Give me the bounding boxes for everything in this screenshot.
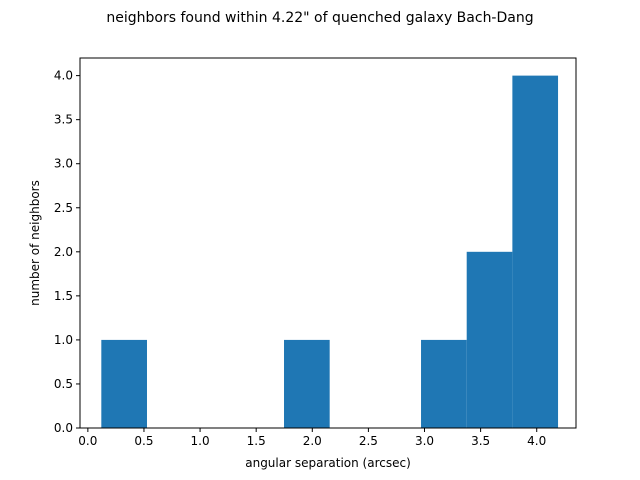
x-tick-label: 2.0 <box>303 434 322 448</box>
y-tick-label: 1.0 <box>54 333 73 347</box>
y-tick-label: 3.0 <box>54 157 73 171</box>
histogram-bar-4 <box>284 339 330 428</box>
chart-title: neighbors found within 4.22" of quenched… <box>106 10 533 26</box>
y-tick-label: 1.5 <box>54 289 73 303</box>
plot-frame <box>79 57 577 429</box>
bars-group <box>101 75 559 428</box>
histogram-bar-7 <box>421 339 467 428</box>
y-tick-label: 4.0 <box>54 69 73 83</box>
x-axis-label: angular separation (arcsec) <box>245 456 411 470</box>
histogram-bar-0 <box>101 339 147 428</box>
y-axis-ticks: 0.0 0.5 1.0 1.5 2.0 2.5 3.0 3.5 4.0 <box>54 69 80 435</box>
x-tick-label: 4.0 <box>527 434 546 448</box>
x-tick-label: 1.0 <box>191 434 210 448</box>
y-tick-label: 2.5 <box>54 201 73 215</box>
x-tick-label: 3.0 <box>415 434 434 448</box>
y-tick-label: 2.0 <box>54 245 73 259</box>
x-tick-label: 3.5 <box>471 434 490 448</box>
x-tick-label: 1.5 <box>247 434 266 448</box>
x-axis-ticks: 0.0 0.5 1.0 1.5 2.0 2.5 3.0 3.5 4.0 <box>78 428 546 448</box>
histogram-bar-9 <box>512 75 559 428</box>
x-tick-label: 2.5 <box>359 434 378 448</box>
y-tick-label: 3.5 <box>54 113 73 127</box>
x-tick-label: 0.5 <box>134 434 153 448</box>
y-tick-label: 0.5 <box>54 377 73 391</box>
histogram-bar-8 <box>466 251 513 428</box>
x-tick-label: 0.0 <box>78 434 97 448</box>
y-tick-label: 0.0 <box>54 421 73 435</box>
y-axis-label: number of neighbors <box>28 180 42 306</box>
